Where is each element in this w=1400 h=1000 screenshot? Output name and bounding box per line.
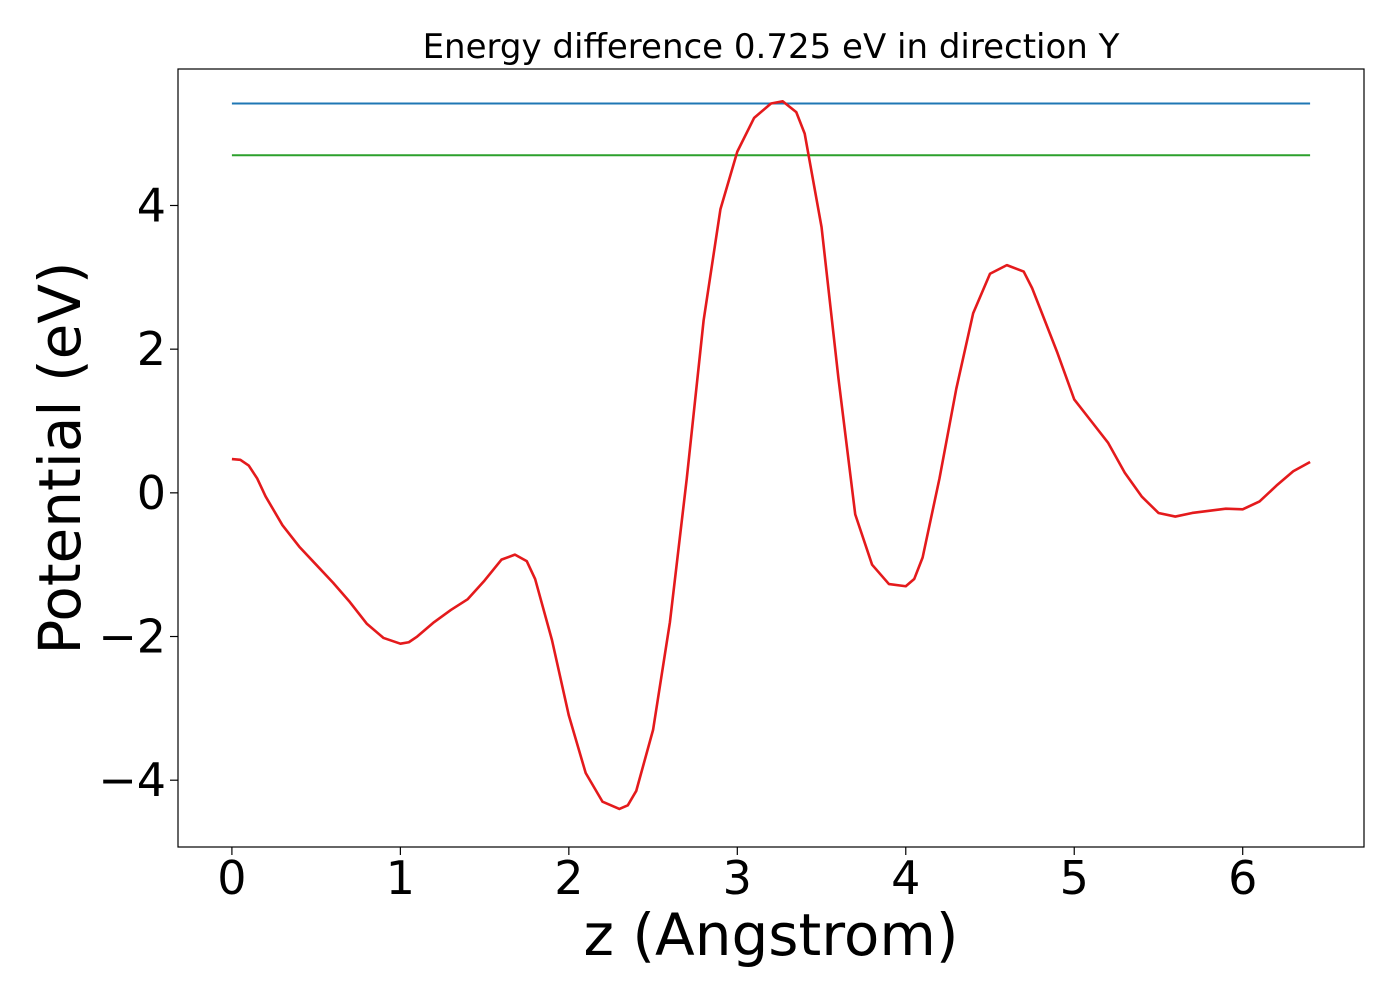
plot-frame	[177, 68, 1365, 848]
x-tick-label: 5	[1060, 851, 1089, 905]
series-line-red	[231, 100, 1311, 811]
y-axis-ticks: −4 −2 0 2 4	[98, 178, 178, 807]
y-axis-label: Potential (eV)	[26, 261, 94, 654]
x-tick-label: 1	[386, 851, 415, 905]
y-tick-label: −2	[98, 610, 166, 664]
x-tick-label: 3	[723, 851, 752, 905]
chart-title: Energy difference 0.725 eV in direction …	[423, 27, 1120, 67]
x-tick-label: 6	[1228, 851, 1257, 905]
series-layer	[231, 100, 1311, 811]
y-tick-label: 2	[137, 322, 166, 376]
y-tick-label: 4	[137, 178, 166, 232]
x-tick-label: 4	[891, 851, 920, 905]
y-tick-label: −4	[98, 753, 166, 807]
x-tick-label: 0	[217, 851, 246, 905]
y-tick-label: 0	[137, 466, 166, 520]
x-axis-label: z (Angstrom)	[584, 901, 959, 969]
x-tick-label: 2	[554, 851, 583, 905]
x-axis-ticks: 0 1 2 3 4 5 6	[217, 847, 1257, 905]
